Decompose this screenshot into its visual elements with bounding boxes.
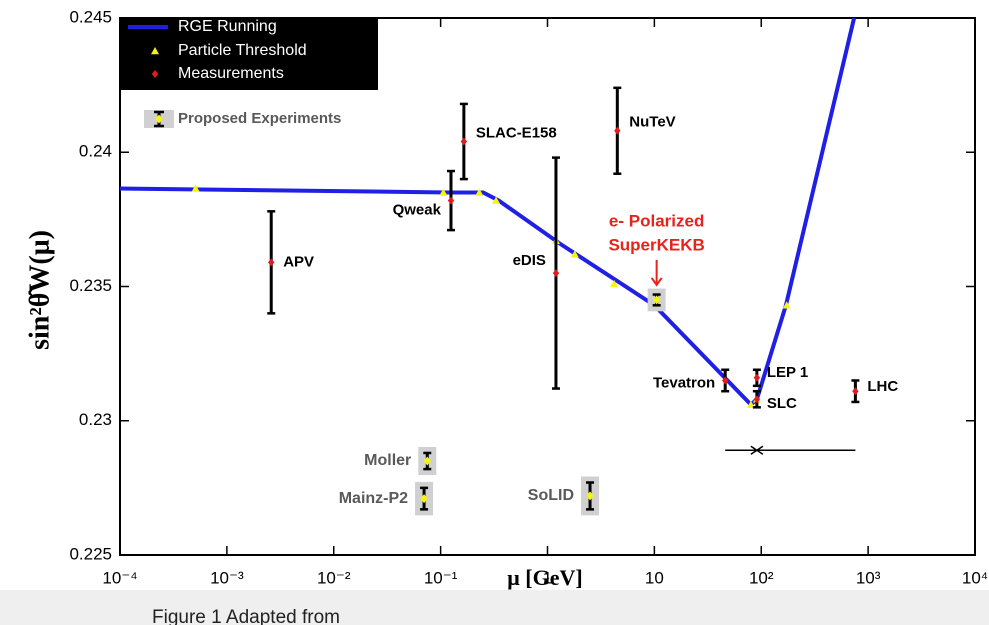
annotation: SuperKEKB (608, 235, 704, 254)
x-tick-label: 10³ (856, 568, 881, 587)
measurement-label: eDIS (513, 252, 546, 269)
annotation-arrowhead (650, 277, 663, 287)
y-tick-label: 0.24 (79, 142, 112, 161)
threshold-marker (746, 400, 755, 408)
threshold-marker (782, 301, 791, 309)
rge-curve (120, 18, 857, 408)
x-tick-label: 10 (645, 568, 664, 587)
legend-box (120, 18, 378, 90)
range-center (750, 445, 764, 455)
annotation: e- Polarized (609, 211, 704, 230)
measurement-marker (268, 258, 275, 267)
measurement-label: Qweak (393, 202, 442, 219)
x-tick-label: 10⁻³ (210, 568, 244, 587)
legend-label: Measurements (178, 65, 284, 82)
x-tick-label: 1 (543, 568, 552, 587)
y-tick-label: 0.225 (69, 544, 112, 563)
legend-label: RGE Running (178, 18, 277, 35)
plot-frame (119, 17, 976, 556)
measurement-marker (852, 387, 859, 396)
measurement-marker (552, 269, 560, 278)
measurement-label: APV (283, 253, 314, 270)
legend-swatch (155, 114, 163, 124)
proposed-marker (420, 494, 428, 504)
measurement-label: LHC (867, 378, 898, 395)
caption-band (0, 590, 989, 625)
y-tick-label: 0.23 (79, 410, 112, 429)
x-axis-label: μ [GeV] (507, 565, 582, 590)
proposed-label: Moller (364, 452, 411, 469)
proposed-marker (423, 456, 431, 466)
threshold-marker (475, 188, 484, 196)
proposed-label: Mainz-P2 (339, 490, 408, 507)
threshold-marker (570, 250, 579, 258)
legend-label: Proposed Experiments (178, 110, 341, 127)
legend-label: Particle Threshold (178, 42, 307, 59)
measurement-label: SLC (767, 395, 797, 412)
measurement-marker (447, 196, 455, 205)
caption: Figure 1 Adapted from (152, 607, 340, 625)
x-tick-label: 10⁻² (317, 568, 351, 587)
x-tick-label: 10² (749, 568, 774, 587)
measurement-label: Tevatron (653, 374, 715, 391)
x-tick-label: 10⁻⁴ (102, 568, 137, 587)
measurement-marker (460, 137, 468, 146)
measurement-marker (753, 395, 761, 404)
threshold-marker (492, 196, 501, 204)
proposed-marker (653, 295, 661, 305)
y-axis-label: sin²θ̂W(μ) (24, 230, 55, 350)
x-tick-label: 10⁴ (962, 568, 988, 587)
legend-swatch (151, 70, 159, 78)
threshold-marker (439, 188, 448, 196)
measurement-label: LEP 1 (767, 364, 808, 381)
legend-swatch (151, 47, 159, 55)
proposed-label: SoLID (528, 487, 574, 504)
measurement-label: NuTeV (629, 114, 675, 131)
measurement-label: SLAC-E158 (476, 124, 557, 141)
proposed-marker (586, 491, 594, 501)
y-tick-label: 0.235 (69, 276, 112, 295)
threshold-marker (191, 184, 200, 192)
measurement-marker (753, 373, 761, 382)
threshold-marker (610, 279, 619, 288)
y-tick-label: 0.245 (69, 7, 112, 26)
measurement-marker (614, 126, 621, 135)
x-tick-label: 10⁻¹ (424, 568, 458, 587)
measurement-marker (722, 376, 729, 385)
